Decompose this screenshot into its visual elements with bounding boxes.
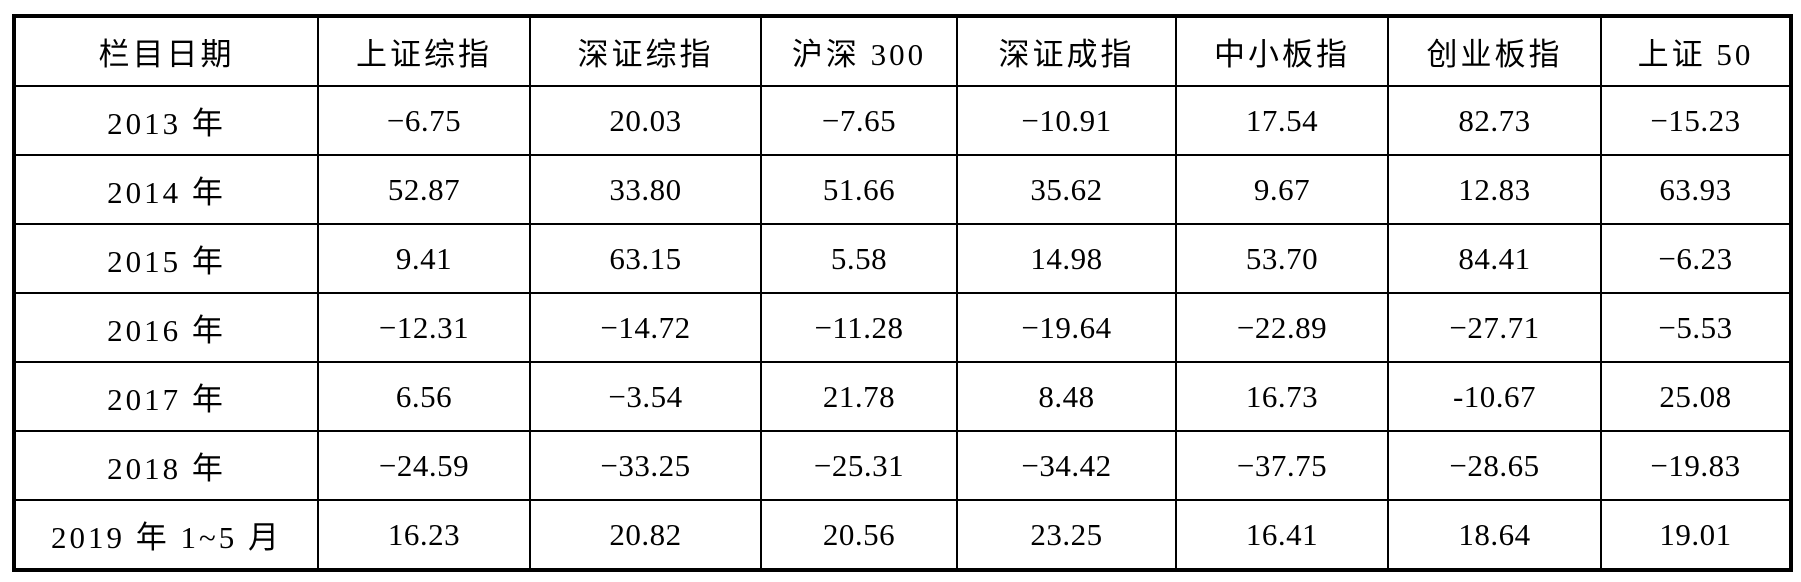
- table-cell: 14.98: [956, 223, 1177, 294]
- table-cell: −7.65: [760, 85, 958, 156]
- row-label: 2013 年: [13, 85, 319, 156]
- table-cell: −34.42: [956, 430, 1177, 501]
- table-cell: −22.89: [1175, 292, 1389, 363]
- table-cell: 18.64: [1387, 499, 1602, 571]
- row-label: 2019 年 1~5 月: [13, 499, 319, 571]
- table-row-2019-jan-may: 2019 年 1~5 月 16.23 20.82 20.56 23.25 16.…: [13, 499, 1792, 571]
- table-cell: 19.01: [1600, 499, 1792, 571]
- table-cell: −33.25: [529, 430, 762, 501]
- table-cell: 25.08: [1600, 361, 1792, 432]
- table-cell: 16.73: [1175, 361, 1389, 432]
- table-cell: −19.83: [1600, 430, 1792, 501]
- column-header-csi-300: 沪深 300: [760, 15, 958, 87]
- row-label: 2015 年: [13, 223, 319, 294]
- table-row-2013: 2013 年 −6.75 20.03 −7.65 −10.91 17.54 82…: [13, 85, 1792, 156]
- table-cell: 35.62: [956, 154, 1177, 225]
- column-header-sme-board: 中小板指: [1175, 15, 1389, 87]
- column-header-sse-50: 上证 50: [1600, 15, 1792, 87]
- table-cell: 16.23: [317, 499, 531, 571]
- table-cell: 20.03: [529, 85, 762, 156]
- table-cell: 9.67: [1175, 154, 1389, 225]
- table-cell: −24.59: [317, 430, 531, 501]
- table-cell: 12.83: [1387, 154, 1602, 225]
- index-returns-table: 栏目日期 上证综指 深证综指 沪深 300 深证成指 中小板指 创业板指 上证 …: [12, 14, 1793, 572]
- table-cell: −12.31: [317, 292, 531, 363]
- table-cell: 84.41: [1387, 223, 1602, 294]
- row-label: 2016 年: [13, 292, 319, 363]
- row-label: 2018 年: [13, 430, 319, 501]
- table-cell: 6.56: [317, 361, 531, 432]
- table-cell: 82.73: [1387, 85, 1602, 156]
- table-cell: −11.28: [760, 292, 958, 363]
- table-cell: 16.41: [1175, 499, 1389, 571]
- table-cell: −27.71: [1387, 292, 1602, 363]
- table-cell: 53.70: [1175, 223, 1389, 294]
- table-cell: 20.56: [760, 499, 958, 571]
- table-cell: 8.48: [956, 361, 1177, 432]
- table-cell: −10.91: [956, 85, 1177, 156]
- column-header-chinext: 创业板指: [1387, 15, 1602, 87]
- table-row-2015: 2015 年 9.41 63.15 5.58 14.98 53.70 84.41…: [13, 223, 1792, 294]
- table-cell: 20.82: [529, 499, 762, 571]
- column-header-date: 栏目日期: [13, 15, 319, 87]
- table-cell: −6.23: [1600, 223, 1792, 294]
- table-row-2018: 2018 年 −24.59 −33.25 −25.31 −34.42 −37.7…: [13, 430, 1792, 501]
- column-header-szse-component: 深证成指: [956, 15, 1177, 87]
- table-row-2016: 2016 年 −12.31 −14.72 −11.28 −19.64 −22.8…: [13, 292, 1792, 363]
- table-cell: -10.67: [1387, 361, 1602, 432]
- row-label: 2014 年: [13, 154, 319, 225]
- table-cell: −37.75: [1175, 430, 1389, 501]
- table-cell: 63.93: [1600, 154, 1792, 225]
- table-cell: −6.75: [317, 85, 531, 156]
- table-cell: −28.65: [1387, 430, 1602, 501]
- table-cell: 51.66: [760, 154, 958, 225]
- table-cell: 33.80: [529, 154, 762, 225]
- row-label: 2017 年: [13, 361, 319, 432]
- table-cell: 9.41: [317, 223, 531, 294]
- column-header-szse-composite: 深证综指: [529, 15, 762, 87]
- table-cell: 21.78: [760, 361, 958, 432]
- table-cell: 63.15: [529, 223, 762, 294]
- table-row-2017: 2017 年 6.56 −3.54 21.78 8.48 16.73 -10.6…: [13, 361, 1792, 432]
- table-cell: −25.31: [760, 430, 958, 501]
- table-cell: −19.64: [956, 292, 1177, 363]
- column-header-sse-composite: 上证综指: [317, 15, 531, 87]
- table-header-row: 栏目日期 上证综指 深证综指 沪深 300 深证成指 中小板指 创业板指 上证 …: [13, 15, 1792, 87]
- table-cell: 23.25: [956, 499, 1177, 571]
- table-cell: 17.54: [1175, 85, 1389, 156]
- table-cell: −15.23: [1600, 85, 1792, 156]
- table-cell: −14.72: [529, 292, 762, 363]
- table-cell: −5.53: [1600, 292, 1792, 363]
- table-row-2014: 2014 年 52.87 33.80 51.66 35.62 9.67 12.8…: [13, 154, 1792, 225]
- table-cell: 5.58: [760, 223, 958, 294]
- table-cell: −3.54: [529, 361, 762, 432]
- table-cell: 52.87: [317, 154, 531, 225]
